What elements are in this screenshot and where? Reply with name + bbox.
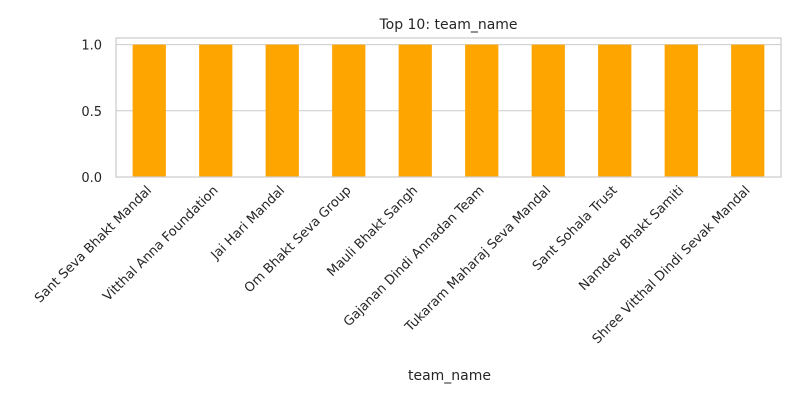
bar bbox=[531, 44, 565, 177]
x-tick-label: Sant Seva Bhakt Mandal bbox=[32, 183, 155, 306]
bar bbox=[731, 44, 765, 177]
y-tick-label: 1.0 bbox=[81, 39, 102, 54]
bar bbox=[398, 44, 432, 177]
bar bbox=[598, 44, 632, 177]
bar bbox=[199, 44, 233, 177]
x-tick-label: Om Bhakt Seva Group bbox=[242, 183, 355, 296]
x-axis-title: team_name bbox=[408, 368, 491, 384]
bar bbox=[265, 44, 299, 177]
plot-frame bbox=[115, 37, 782, 178]
bar-layer bbox=[132, 44, 765, 177]
x-tick-label: Gajanan Dindi Annadan Team bbox=[341, 183, 488, 330]
y-tick-layer: 0.0 0.5 1.0 bbox=[81, 39, 102, 186]
x-tick-label: Vitthal Anna Foundation bbox=[100, 183, 221, 304]
y-tick-label: 0.0 bbox=[81, 171, 102, 186]
bar bbox=[132, 44, 166, 177]
chart-title: Top 10: team_name bbox=[378, 17, 517, 33]
bar bbox=[664, 44, 698, 177]
y-tick-label: 0.5 bbox=[81, 105, 102, 120]
x-tick-label: Tukaram Maharaj Seva Mandal bbox=[402, 183, 554, 335]
bar bbox=[332, 44, 366, 177]
bar bbox=[465, 44, 499, 177]
